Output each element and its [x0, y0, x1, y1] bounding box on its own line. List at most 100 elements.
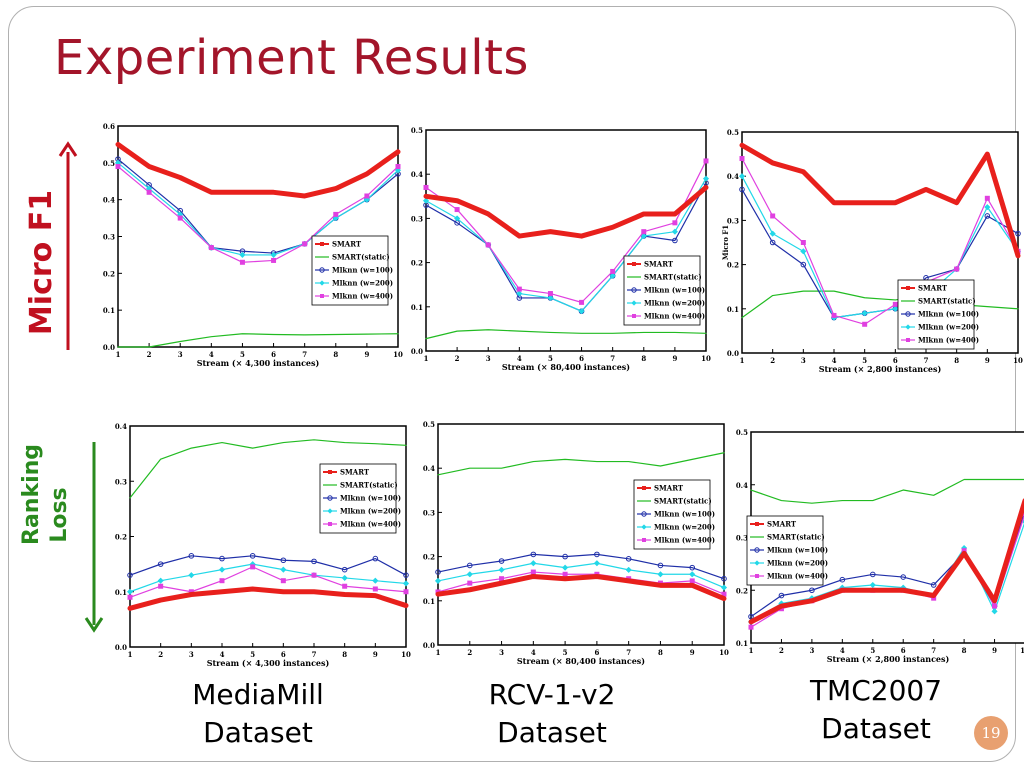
data-point	[333, 211, 339, 217]
series-line-mlknn-w-400-	[425, 160, 707, 303]
legend-marker	[319, 267, 325, 273]
data-point	[800, 248, 807, 255]
x-tick-label: 7	[931, 646, 936, 655]
series-line-smart-static-	[437, 452, 725, 476]
chart-rcv1-micro-f1: 0.0 0.1 0.2 0.3 0.4 0.5 1 2 3 4 5 6 7 8 9 10 Stream (× 8…	[408, 126, 718, 393]
data-point	[671, 228, 679, 235]
data-point	[625, 566, 632, 574]
data-point	[991, 608, 998, 615]
legend-marker	[906, 286, 910, 290]
data-point	[516, 286, 522, 292]
data-point	[188, 553, 195, 559]
x-tick-label: 7	[302, 350, 307, 359]
x-tick-label: 6	[901, 646, 906, 655]
series-line-mlknn-w-400-	[117, 165, 399, 263]
x-tick-label: 5	[563, 648, 568, 657]
data-point	[561, 564, 569, 571]
data-point	[372, 577, 379, 584]
series-line-mlknn-w-400-	[437, 571, 725, 595]
data-point	[594, 551, 600, 558]
data-point	[466, 562, 473, 569]
data-point	[115, 164, 121, 170]
data-point	[672, 220, 678, 226]
data-point	[485, 242, 491, 248]
chart-svg: 0.0 0.1 0.2 0.3 0.4 0.5 0.6 1 2 3 4 5 6 7 8 9 10 Stream (…	[103, 122, 403, 368]
x-tick-label: 8	[962, 646, 967, 655]
data-point	[640, 232, 647, 240]
data-point	[562, 553, 568, 560]
series-line-mlknn-w-400-	[741, 157, 1019, 325]
data-point	[702, 175, 710, 182]
y-tick-label: 0.4	[423, 464, 435, 473]
legend-label: Mlknn (w=200)	[644, 299, 705, 308]
series-line-smart	[115, 141, 401, 199]
data-point	[372, 555, 379, 562]
x-axis-label: Stream (× 80,400 instances)	[517, 656, 645, 666]
data-point	[900, 574, 907, 580]
series-line-smart-static-	[750, 478, 1024, 504]
chart-svg: 0.0 0.1 0.2 0.3 0.4 1 2 3 4 5 6 7 8 9 10 Stream (× 4,30…	[115, 422, 411, 668]
data-point	[769, 230, 776, 237]
x-tick-label: 8	[641, 354, 646, 363]
y-tick-label: 0.1	[103, 306, 115, 315]
legend-marker	[319, 280, 325, 286]
data-point	[218, 566, 226, 573]
x-tick-label: 1	[116, 350, 121, 359]
x-tick-label: 8	[658, 648, 663, 657]
data-point	[578, 308, 585, 315]
y-tick-label: 0.0	[423, 641, 435, 650]
x-tick-label: 1	[749, 646, 754, 655]
chart-svg: 0.0 0.1 0.2 0.3 0.4 0.5 1 2 3 4 5 6 7 8 9 10 Stream (× 8…	[411, 126, 711, 372]
y-tick-label: 0.4	[736, 481, 748, 490]
legend-marker	[642, 538, 646, 542]
x-tick-label: 3	[499, 648, 504, 657]
data-point	[547, 294, 554, 302]
legend-marker	[641, 524, 647, 530]
series-line-smart	[435, 573, 727, 602]
x-axis-label: Stream (× 2,800 instances)	[819, 364, 942, 374]
series-line-mlknn-w-400-	[129, 566, 407, 598]
data-point	[703, 158, 709, 164]
x-tick-label: 2	[158, 650, 163, 659]
y-tick-label: 0.3	[727, 216, 739, 225]
data-point	[434, 577, 442, 585]
x-tick-label: 8	[954, 356, 959, 365]
data-point	[280, 557, 287, 564]
x-tick-label: 5	[250, 650, 255, 659]
x-tick-label: 5	[862, 356, 867, 365]
data-point	[250, 564, 256, 570]
data-point	[625, 556, 632, 562]
data-point	[609, 272, 616, 280]
chart-mediamill-ranking-loss: 0.0 0.1 0.2 0.3 0.4 1 2 3 4 5 6 7 8 9 10 Stream (× 4,30…	[112, 422, 418, 689]
legend-label: SMART	[654, 484, 684, 493]
legend-label: SMART(static)	[340, 481, 398, 490]
data-point	[157, 561, 164, 567]
x-tick-label: 3	[801, 356, 806, 365]
legend-label: SMART(static)	[332, 253, 390, 262]
data-point	[467, 580, 473, 586]
y-tick-label: 0.2	[411, 259, 423, 268]
legend-label: SMART	[332, 240, 362, 249]
y-tick-label: 0.5	[736, 428, 748, 437]
data-point	[127, 594, 133, 600]
x-tick-label: 7	[312, 650, 317, 659]
x-tick-label: 4	[531, 648, 536, 657]
x-tick-label: 9	[985, 356, 990, 365]
legend-marker	[755, 574, 759, 578]
slide-title: Experiment Results	[54, 30, 529, 86]
data-point	[689, 571, 696, 578]
data-point	[188, 572, 195, 579]
data-point	[809, 587, 815, 594]
x-tick-label: 2	[455, 354, 460, 363]
x-tick-label: 1	[740, 356, 745, 365]
y-tick-label: 0.3	[103, 233, 115, 242]
data-point	[516, 290, 523, 297]
data-point	[862, 321, 868, 327]
x-tick-label: 9	[364, 350, 369, 359]
y-tick-label: 0.5	[103, 159, 115, 168]
data-point	[748, 624, 754, 630]
data-point	[403, 572, 409, 578]
data-point	[311, 572, 317, 578]
legend-label: SMART	[767, 520, 797, 529]
x-tick-label: 6	[594, 648, 599, 657]
